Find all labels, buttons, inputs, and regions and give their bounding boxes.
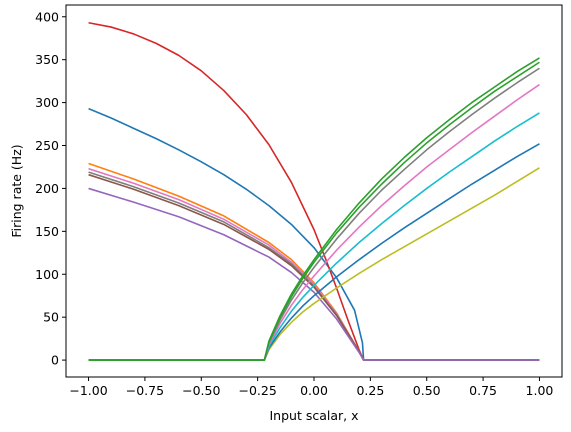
series-line-9 bbox=[88, 143, 540, 361]
x-tick-label: 0.50 bbox=[413, 383, 441, 398]
series-line-10 bbox=[88, 112, 540, 361]
y-tick-label: 350 bbox=[35, 52, 59, 67]
x-tick-label: 0.25 bbox=[356, 383, 384, 398]
x-tick-label: −0.75 bbox=[126, 383, 164, 398]
y-tick-label: 100 bbox=[35, 267, 59, 282]
x-tick-label: −0.50 bbox=[182, 383, 220, 398]
y-tick-label: 150 bbox=[35, 224, 59, 239]
x-tick-label: −0.25 bbox=[238, 383, 276, 398]
y-tick-label: 0 bbox=[51, 353, 59, 368]
series-layer bbox=[88, 21, 540, 361]
series-line-14 bbox=[88, 57, 540, 361]
y-axis-label: Firing rate (Hz) bbox=[9, 144, 24, 237]
y-tick-label: 300 bbox=[35, 95, 59, 110]
x-axis-label: Input scalar, x bbox=[269, 408, 358, 423]
x-tick-label: 0.75 bbox=[469, 383, 497, 398]
series-line-11 bbox=[88, 83, 540, 361]
x-tick-label: 1.00 bbox=[526, 383, 554, 398]
series-line-5 bbox=[88, 171, 540, 361]
y-tick-label: 400 bbox=[35, 9, 59, 24]
x-tick-label: −1.00 bbox=[69, 383, 107, 398]
y-tick-label: 200 bbox=[35, 181, 59, 196]
x-tick-label: 0.00 bbox=[300, 383, 328, 398]
y-axis: 0 50 100 150 200 250 300 350 400 bbox=[35, 9, 66, 368]
y-tick-label: 250 bbox=[35, 138, 59, 153]
series-line-12 bbox=[88, 67, 540, 361]
series-line-13 bbox=[88, 61, 540, 361]
x-axis: −1.00 −0.75 −0.50 −0.25 0.00 0.25 0.50 0.75 1.00 bbox=[69, 377, 553, 398]
y-tick-label: 50 bbox=[43, 310, 59, 325]
series-line-1 bbox=[88, 107, 540, 361]
series-line-7 bbox=[88, 187, 540, 361]
